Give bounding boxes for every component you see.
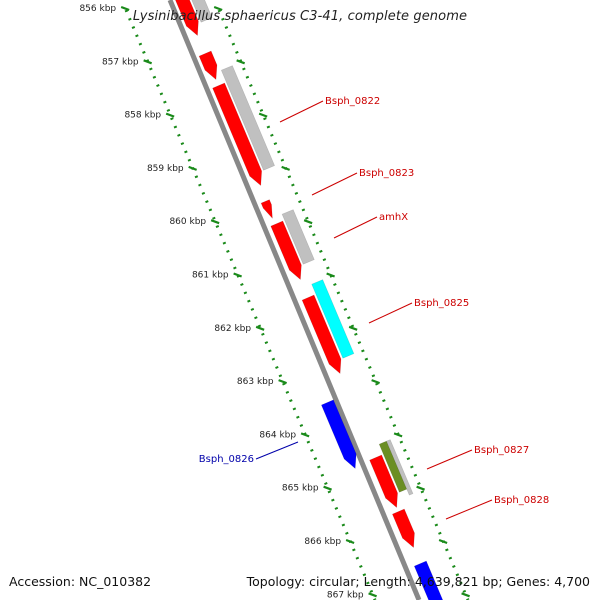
gene-label-bsph_0822[interactable]: Bsph_0822	[325, 96, 380, 107]
tick-label: 857 kbp	[102, 57, 139, 67]
gene-red-amhx[interactable]	[270, 220, 302, 281]
gene-gray-bsph0822[interactable]	[220, 65, 275, 171]
tick-label: 865 kbp	[282, 484, 319, 494]
tick-mark	[255, 325, 265, 331]
callout-line	[333, 216, 378, 239]
tick-mark	[233, 272, 243, 278]
gene-gray-856[interactable]	[184, 0, 213, 23]
gene-red-bsph0822[interactable]	[212, 82, 263, 187]
callout-line	[279, 100, 324, 123]
gene-label-bsph_0825[interactable]: Bsph_0825	[414, 298, 469, 309]
genome-summary-text: Topology: circular; Length: 4,639,821 bp…	[246, 574, 590, 589]
tick-label: 866 kbp	[304, 537, 341, 547]
tick-label: 859 kbp	[147, 164, 184, 174]
tick-label: 862 kbp	[214, 324, 251, 334]
gene-cyan-bsph0825[interactable]	[311, 279, 355, 359]
accession-text: Accession: NC_010382	[9, 574, 152, 589]
tick-mark	[416, 485, 425, 491]
gene-red-857[interactable]	[198, 50, 218, 81]
callout-line	[368, 302, 413, 324]
gene-gray-amhx[interactable]	[281, 209, 315, 265]
tick-mark	[326, 272, 336, 278]
tick-mark	[236, 59, 246, 65]
callout-line	[255, 441, 299, 460]
gene-label-bsph_0826[interactable]: Bsph_0826	[199, 454, 254, 465]
genome-backbone	[167, 0, 422, 600]
tick-mark	[210, 219, 220, 225]
tick-mark	[165, 112, 175, 118]
gene-blue-bottom[interactable]	[413, 560, 444, 600]
gene-red-bsph0825[interactable]	[301, 294, 342, 375]
tick-mark	[393, 432, 403, 438]
tick-label: 864 kbp	[259, 430, 296, 440]
gene-label-bsph_0823[interactable]: Bsph_0823	[359, 168, 414, 179]
gene-gray-bsph0828[interactable]	[386, 439, 414, 496]
tick-mark	[143, 59, 153, 65]
gene-label-amhx[interactable]: amhX	[379, 212, 408, 223]
tick-mark	[368, 592, 377, 598]
tick-mark	[438, 538, 448, 545]
tick-mark	[120, 5, 130, 12]
tick-mark	[300, 432, 310, 438]
tick-mark	[213, 5, 223, 12]
tick-mark	[258, 112, 268, 118]
tick-mark	[281, 165, 291, 171]
callout-line	[445, 499, 493, 520]
tick-label: 863 kbp	[237, 377, 274, 387]
gene-label-bsph_0828[interactable]: Bsph_0828	[494, 495, 549, 506]
tick-label: 860 kbp	[169, 217, 206, 227]
tick-mark	[323, 485, 332, 491]
gene-red-bsph0828[interactable]	[392, 508, 415, 549]
gene-red-856[interactable]	[170, 0, 199, 37]
tick-mark	[348, 325, 358, 331]
callout-line	[311, 172, 358, 196]
gene-label-bsph_0827[interactable]: Bsph_0827	[474, 445, 529, 456]
tick-mark	[278, 379, 288, 385]
map-title: Lysinibacillus sphaericus C3-41, complet…	[132, 9, 468, 24]
tick-mark	[461, 592, 470, 598]
gene-red-small[interactable]	[260, 199, 273, 220]
tick-mark	[371, 379, 381, 385]
tick-label: 861 kbp	[192, 271, 229, 281]
tick-mark	[345, 538, 355, 545]
tick-label: 867 kbp	[327, 590, 364, 600]
callout-line	[426, 449, 473, 470]
gene-blue-bsph0826[interactable]	[321, 399, 357, 470]
tick-mark	[303, 219, 313, 225]
tick-label: 858 kbp	[124, 111, 161, 121]
tick-label: 856 kbp	[79, 4, 116, 14]
tick-mark	[188, 165, 198, 171]
gene-red-bsph0827[interactable]	[369, 454, 398, 509]
